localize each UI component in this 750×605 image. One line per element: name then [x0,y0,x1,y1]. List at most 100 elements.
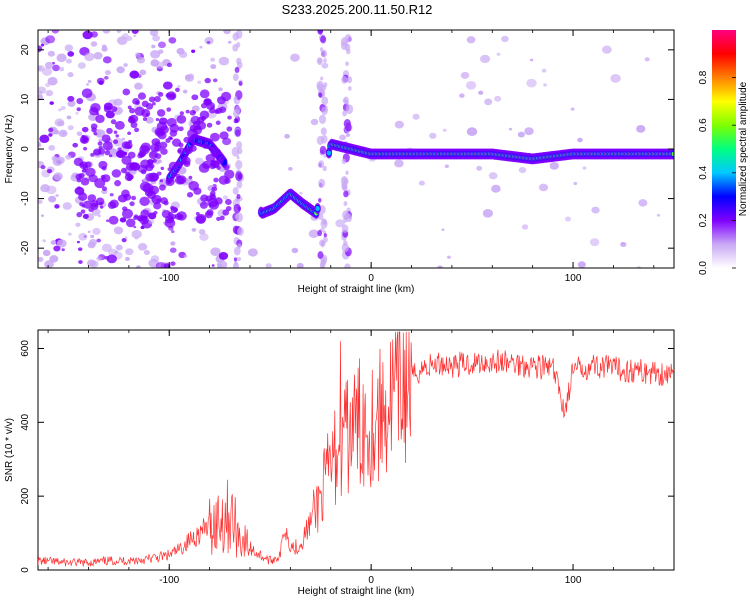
heatmap-cell [97,78,105,84]
y-tick-label: -10 [20,191,31,206]
heatmap-cell [321,257,327,265]
heatmap-cell [139,152,145,157]
heatmap-cell [103,141,113,150]
heatmap-cell [123,63,127,67]
heatmap-cell [209,200,219,209]
heatmap-cell [90,260,99,267]
heatmap-cell [53,172,63,180]
heatmap-cell [155,62,164,69]
heatmap-cell [318,198,322,203]
heatmap-cell [84,53,94,62]
heatmap-cell [590,238,600,246]
heatmap-cell [180,111,184,115]
heatmap-cell [342,159,346,165]
figure-title: S233.2025.200.11.50.R12 [282,2,433,17]
heatmap-cell [135,52,141,57]
heatmap-cell [318,179,325,188]
heatmap-cell [478,91,483,95]
heatmap-cell [494,96,501,102]
heatmap-cell [158,41,166,48]
heatmap-cell [175,213,182,220]
heatmap-cell [200,202,208,209]
heatmap-cell [65,44,74,51]
heatmap-cell [152,159,156,163]
heatmap-cell [148,219,154,224]
heatmap-cell [571,108,575,111]
heatmap-cell [46,90,54,96]
heatmap-cell [395,121,404,129]
heatmap-cell [160,179,163,182]
heatmap-cell [221,92,231,101]
heatmap-cell [78,233,87,241]
heatmap-cell [170,261,175,266]
heatmap-cell [166,107,171,111]
heatmap-cell [122,138,125,141]
heatmap-cell [132,230,142,239]
heatmap-cell [213,78,218,82]
heatmap-cell [54,204,59,208]
heatmap-cell [127,131,131,135]
y-axis-label: SNR (10 * v/v) [4,418,15,482]
heatmap-cell [441,228,444,231]
heatmap-cell [234,257,237,261]
heatmap-cell [115,121,125,130]
colorbar-gradient [712,30,736,268]
heatmap-cell [193,187,201,194]
heatmap-cell [182,160,187,164]
heatmap-cell [96,239,101,243]
heatmap-cell [139,216,149,225]
heatmap-cell [83,201,92,209]
heatmap-cell [44,260,54,268]
heatmap-cell [129,162,137,170]
heatmap-cell [91,41,97,46]
heatmap-cell [100,205,104,208]
heatmap-cell [235,214,239,219]
heatmap-cell [175,88,180,92]
heatmap-cell [342,224,349,233]
heatmap-cell [63,202,72,210]
heatmap-cell [165,215,174,223]
heatmap-cell [53,158,63,166]
heatmap-cell [150,173,159,181]
heatmap-cell [342,177,346,182]
heatmap-cell [78,62,86,69]
heatmap-cell [466,81,476,90]
heatmap-cell [288,167,293,171]
heatmap-cell [226,126,232,131]
heatmap-cell [347,76,352,83]
heatmap-cell [128,105,132,109]
heatmap-cell [53,130,59,135]
heatmap-cell [583,166,587,169]
heatmap-cell [89,107,98,115]
heatmap-cell [318,92,322,97]
heatmap-cell [223,195,228,199]
heatmap-cell [156,198,160,202]
heatmap-cell [157,159,161,163]
heatmap-cell [610,74,621,83]
heatmap-cell [168,136,172,139]
heatmap-cell [235,129,241,136]
heatmap-cell [321,127,327,135]
heatmap-cell [109,154,113,157]
heatmap-cell [146,117,154,124]
plot-frame [38,330,674,570]
heatmap-cell [94,132,98,135]
heatmap-cell [76,174,83,180]
heatmap-cell [98,148,105,154]
heatmap-cell [183,255,187,258]
heatmap-cell [151,255,159,262]
heatmap-cell [210,148,221,158]
heatmap-cell [203,98,211,105]
heatmap-cell [476,166,482,171]
heatmap-cell [321,241,325,246]
heatmap-cell [185,147,192,154]
x-tick-label: 100 [565,575,582,586]
heatmap-cell [199,229,206,234]
heatmap-cell [66,59,72,64]
heatmap-cell [200,89,210,98]
heatmap-cell [88,231,91,233]
heatmap-cell [227,115,232,119]
